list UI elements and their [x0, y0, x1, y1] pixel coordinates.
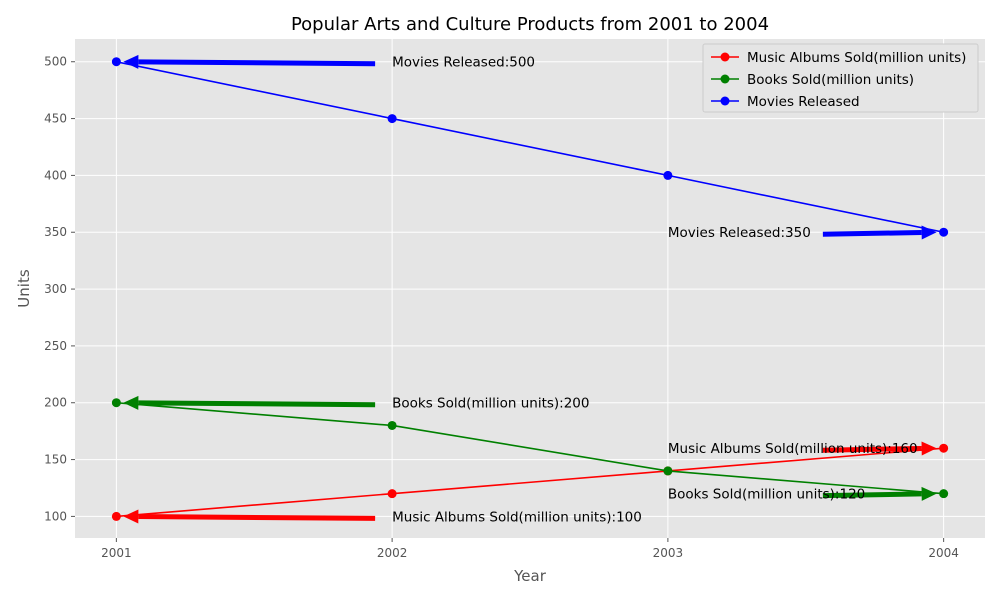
- data-point: [663, 170, 673, 180]
- legend: Music Albums Sold(million units) Books So…: [702, 43, 979, 113]
- x-axis-ticks: 2001 2002 2003 2004: [101, 538, 959, 560]
- annotation-label: Movies Released:500: [392, 55, 535, 71]
- data-point: [111, 398, 121, 408]
- legend-marker: [720, 52, 730, 62]
- annotation-label: Music Albums Sold(million units):100: [392, 509, 642, 525]
- annotation-label: Music Albums Sold(million units):160: [668, 441, 918, 457]
- y-tick-label: 100: [44, 509, 67, 523]
- data-point: [387, 420, 397, 430]
- y-tick-label: 500: [44, 55, 67, 69]
- legend-label: Music Albums Sold(million units): [747, 50, 966, 66]
- annotation-arrow-shaft: [822, 229, 922, 237]
- annotation-arrow-head: [123, 509, 139, 524]
- annotation-arrow-head: [123, 54, 139, 69]
- annotation-arrow-head: [921, 225, 937, 240]
- data-point: [663, 466, 673, 476]
- x-tick-label: 2004: [928, 546, 959, 560]
- series-layer: [111, 57, 949, 521]
- data-point: [387, 114, 397, 124]
- data-point: [939, 443, 949, 453]
- annotation-arrow-head: [921, 441, 937, 456]
- x-tick-label: 2001: [101, 546, 132, 560]
- data-point: [387, 489, 397, 499]
- legend-marker: [720, 96, 730, 106]
- series-line: [116, 447, 944, 518]
- legend-label: Books Sold(million units): [747, 72, 914, 88]
- x-axis-label: Year: [513, 567, 547, 585]
- data-point: [111, 57, 121, 67]
- y-tick-label: 250: [44, 339, 67, 353]
- series-line: [116, 401, 944, 495]
- annotation-arrow-shaft: [138, 59, 376, 67]
- annotations: Movies Released:500 Movies Released:350 Bo…: [123, 54, 937, 525]
- annotation-arrow-shaft: [822, 491, 922, 499]
- legend-marker: [720, 74, 730, 84]
- legend-label: Movies Released: [747, 94, 860, 110]
- data-point: [111, 511, 121, 521]
- y-tick-label: 300: [44, 282, 67, 296]
- annotation-arrow-shaft: [138, 514, 376, 521]
- legend-box: [702, 43, 979, 113]
- data-point: [939, 227, 949, 237]
- y-tick-label: 350: [44, 225, 67, 239]
- annotation-arrow-head: [921, 486, 937, 501]
- annotation-arrow-shaft: [138, 400, 376, 408]
- annotation-label: Movies Released:350: [668, 225, 811, 241]
- annotation-arrow-shaft: [822, 445, 922, 453]
- x-tick-label: 2002: [377, 546, 408, 560]
- data-point: [939, 489, 949, 499]
- chart-title: Popular Arts and Culture Products from 2…: [291, 14, 769, 35]
- y-tick-label: 200: [44, 396, 67, 410]
- y-tick-label: 150: [44, 453, 67, 467]
- x-tick-label: 2003: [653, 546, 684, 560]
- plot-area: [75, 39, 985, 538]
- series-line: [116, 60, 944, 234]
- y-axis-ticks: 100 150 200 250 300 350 400 450 500: [44, 55, 75, 523]
- annotation-arrow-head: [123, 395, 139, 410]
- annotation-label: Books Sold(million units):120: [668, 487, 865, 503]
- y-axis-label: Units: [15, 269, 33, 308]
- y-tick-label: 450: [44, 112, 67, 126]
- y-tick-label: 400: [44, 168, 67, 182]
- annotation-label: Books Sold(million units):200: [392, 396, 589, 412]
